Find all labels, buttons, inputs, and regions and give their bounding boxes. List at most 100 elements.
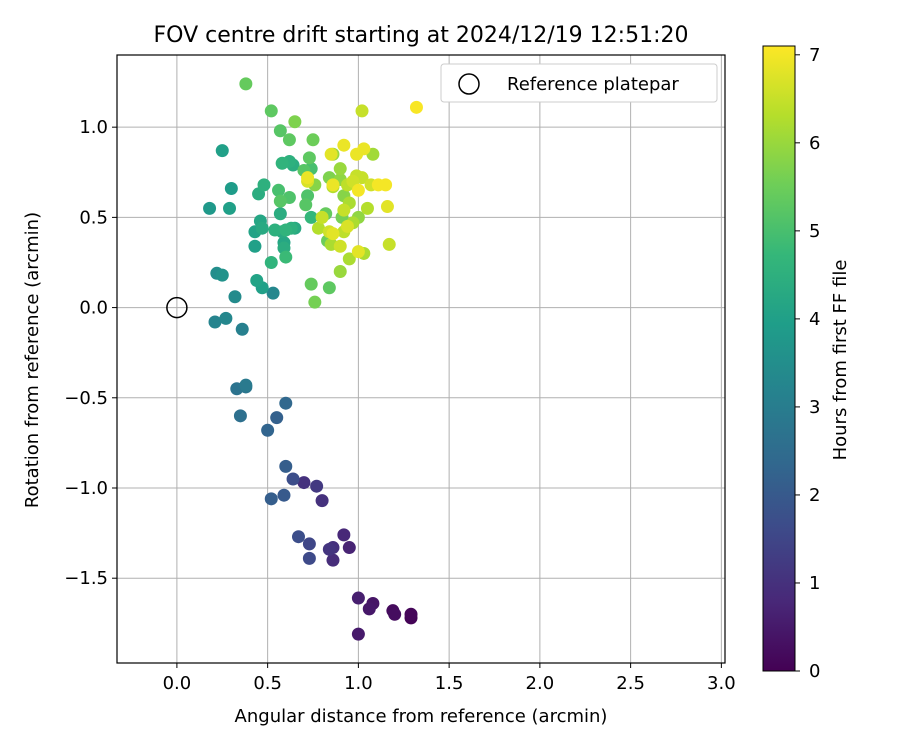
data-point	[342, 252, 356, 266]
data-point	[235, 322, 249, 336]
data-point	[308, 295, 322, 309]
data-point	[326, 227, 340, 241]
x-tick-label: 3.0	[707, 673, 736, 694]
x-tick-label: 1.0	[344, 673, 373, 694]
points-layer	[203, 77, 423, 641]
colorbar-ticks: 0 1 2 3 4 5 6 7	[795, 45, 820, 682]
data-point	[404, 607, 418, 621]
chart-title: FOV centre drift starting at 2024/12/19 …	[154, 23, 689, 48]
data-point	[297, 476, 311, 490]
data-point	[264, 104, 278, 118]
data-point	[337, 138, 351, 152]
data-point	[304, 210, 318, 224]
data-point	[272, 183, 286, 197]
data-point	[255, 221, 269, 235]
x-tick-label: 2.0	[526, 673, 555, 694]
data-point	[208, 315, 222, 329]
data-point	[239, 378, 253, 392]
y-tick-label: −1.5	[64, 568, 108, 589]
data-point	[250, 274, 264, 288]
data-point	[380, 200, 394, 214]
data-point	[306, 133, 320, 147]
data-point	[322, 281, 336, 295]
data-point	[273, 124, 287, 138]
colorbar-tick-label: 0	[809, 661, 820, 682]
data-point	[279, 459, 293, 473]
x-axis-label: Angular distance from reference (arcmin)	[235, 706, 608, 727]
x-tick-label: 2.5	[616, 673, 645, 694]
data-point	[264, 492, 278, 506]
data-point	[248, 239, 262, 253]
data-point	[351, 245, 365, 259]
data-point	[279, 396, 293, 410]
data-point	[282, 133, 296, 147]
data-point	[357, 142, 371, 156]
reference-platepar-marker	[166, 296, 188, 319]
data-point	[322, 542, 336, 556]
data-point	[239, 77, 253, 91]
data-point	[275, 156, 289, 170]
colorbar-tick-label: 6	[809, 133, 820, 154]
data-point	[379, 178, 393, 192]
y-tick-label: 0.0	[79, 298, 108, 319]
data-point	[326, 553, 340, 567]
data-point	[302, 537, 316, 551]
data-point	[315, 210, 329, 224]
data-point	[326, 178, 340, 192]
data-point	[215, 268, 229, 282]
data-point	[219, 311, 233, 325]
data-point	[264, 255, 278, 269]
plot-area: 0.0 0.5 1.0 1.5 2.0 2.5 3.0 −1.5 −1.0 −0.5 0.0 0.5 1…	[64, 54, 736, 694]
y-axis-label: Rotation from reference (arcmin)	[22, 212, 43, 508]
data-point	[340, 219, 354, 233]
y-tick-label: 0.5	[79, 207, 108, 228]
data-point	[270, 411, 284, 425]
data-point	[286, 472, 300, 486]
data-point	[337, 528, 351, 542]
legend-label: Reference platepar	[507, 74, 679, 95]
data-point	[355, 104, 369, 118]
data-point	[337, 203, 351, 217]
legend: Reference platepar	[440, 63, 718, 103]
data-point	[324, 147, 338, 161]
y-tick-label: 1.0	[79, 117, 108, 138]
axes-frame	[116, 54, 726, 664]
data-point	[333, 239, 347, 253]
data-point	[279, 250, 293, 264]
legend-box	[440, 63, 718, 103]
data-point	[273, 194, 287, 208]
data-point	[311, 221, 325, 235]
colorbar: 0 1 2 3 4 5 6 7 Hours from first FF file	[762, 45, 851, 682]
legend-marker-open-circle	[458, 73, 480, 95]
colorbar-label: Hours from first FF file	[830, 260, 851, 461]
x-tick-label: 0.5	[253, 673, 282, 694]
data-point	[203, 201, 217, 215]
data-point	[351, 627, 365, 641]
data-point	[228, 290, 242, 304]
data-point	[304, 277, 318, 291]
data-point	[342, 541, 356, 555]
data-point	[301, 171, 315, 185]
colorbar-tick-label: 4	[809, 309, 820, 330]
data-point	[351, 591, 365, 605]
data-point	[268, 223, 282, 237]
data-point	[257, 178, 271, 192]
data-point	[224, 182, 238, 196]
data-point	[382, 237, 396, 251]
colorbar-tick-label: 7	[809, 45, 820, 66]
x-tick-label: 0.0	[163, 673, 192, 694]
data-point	[333, 264, 347, 278]
data-point	[291, 530, 305, 544]
data-point	[215, 144, 229, 158]
data-point	[261, 423, 275, 437]
data-point	[351, 183, 365, 197]
colorbar-tick-label: 3	[809, 397, 820, 418]
data-point	[360, 201, 374, 215]
y-tick-label: −0.5	[64, 388, 108, 409]
data-point	[315, 494, 329, 508]
data-point	[273, 207, 287, 221]
colorbar-tick-label: 5	[809, 221, 820, 242]
data-point	[302, 551, 316, 565]
